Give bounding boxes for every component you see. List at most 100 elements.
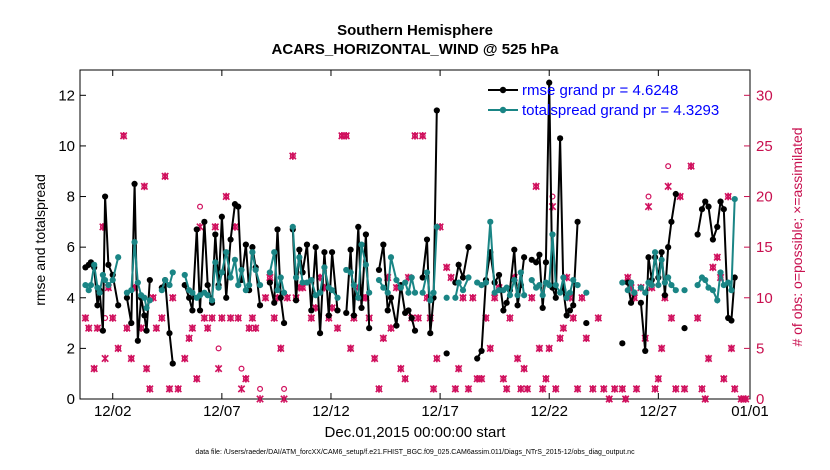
x-tick-label: 12/12 [312,403,350,420]
x-tick-label: 01/01 [731,403,769,420]
obs-assimilated-marker [158,314,166,322]
totalspread-point [651,249,659,256]
rmse-point [694,231,701,238]
data-file-note: data file: /Users/raeder/DAI/ATM_forcXX/… [195,449,635,456]
totalspread-point [637,284,644,291]
rmse-point [375,266,383,274]
rmse-point [702,198,709,205]
totalspread-point [227,274,234,281]
obs-assimilated-marker [226,314,235,322]
rmse-point [495,271,503,279]
totalspread-point [528,276,535,284]
totalspread-point [362,261,369,268]
y-axis-label-left: rmse and totalspread [32,174,48,306]
totalspread-point [146,297,153,304]
totalspread-point [397,284,404,291]
rmse-point [362,231,369,238]
totalspread-point [204,292,211,299]
obs-assimilated-marker [245,324,253,332]
obs-assimilated-marker [517,385,525,393]
totalspread-point [334,294,341,301]
obs-assimilated-marker [698,385,706,393]
totalspread-point [218,269,225,276]
totalspread-point [231,256,239,263]
totalspread-point [355,294,362,301]
rmse-point [143,327,150,334]
obs-assimilated-marker [469,293,477,302]
rmse-point [427,330,434,337]
obs-assimilated-marker [499,374,508,383]
x-tick-label: 12/02 [94,403,132,420]
obs-assimilated-marker [108,314,117,322]
obs-assimilated-marker [93,324,102,332]
obs-possible-marker [665,163,672,170]
totalspread-point [714,297,721,304]
totalspread-point [387,254,395,261]
totalspread-point [433,223,440,231]
y-tick-label-right: 5 [756,340,764,357]
rmse-point [642,347,649,355]
totalspread-point [694,282,701,289]
totalspread-point [347,269,354,276]
totalspread-point [672,287,679,294]
rmse-point [574,218,581,225]
obs-assimilated-marker [387,324,395,332]
obs-assimilated-marker [142,364,151,373]
rmse-point [321,249,328,256]
rmse-point [443,350,450,357]
obs-assimilated-marker [192,374,201,383]
rmse-point [350,312,357,319]
totalspread-point [375,276,383,284]
obs-assimilated-marker [208,314,216,322]
y-tick-label-right: 20 [756,189,773,206]
obs-assimilated-marker [418,132,427,140]
x-tick-label: 12/27 [640,403,678,420]
obs-assimilated-marker [542,374,550,383]
rmse-point [658,249,665,256]
totalspread-point [87,282,95,289]
obs-assimilated-marker [307,314,316,322]
rmse-point [455,261,462,268]
obs-assimilated-marker [127,354,136,363]
obs-assimilated-marker [251,324,260,332]
rmse-point [189,307,196,314]
obs-assimilated-marker [370,354,379,363]
obs-assimilated-marker [459,293,467,302]
totalspread-point [557,289,564,296]
x-axis-label: Dec.01,2015 00:00:00 start [324,424,506,441]
rmse-point [714,223,721,231]
totalspread-point [731,195,738,203]
y-tick-label-left: 8 [67,189,75,206]
obs-assimilated-marker [442,263,451,272]
obs-assimilated-marker [180,354,189,363]
rmse-point [539,304,546,311]
rmse-point [131,180,138,187]
x-tick-label: 12/22 [530,403,568,420]
obs-assimilated-marker [234,314,242,322]
rmse-point [274,226,281,233]
totalspread-point [566,289,574,296]
rmse-point [731,274,738,281]
rmse-point [101,193,109,200]
obs-assimilated-marker [594,314,603,322]
rmse-point [280,319,288,327]
rmse-point [533,259,540,266]
obs-assimilated-marker [119,132,128,140]
totalspread-point [115,254,122,261]
rmse-point [169,360,176,367]
totalspread-point [717,269,724,276]
y-tick-label-left: 10 [58,138,75,155]
rmse-point [94,302,101,309]
rmse-point [308,307,315,314]
obs-assimilated-marker [200,314,209,322]
totalspread-point [503,284,510,291]
totalspread-point [274,287,281,294]
obs-assimilated-marker [123,324,131,332]
rmse-point [343,309,350,317]
obs-assimilated-marker [610,385,619,393]
totalspread-point [517,269,524,276]
rmse-point [325,312,332,319]
totalspread-point [82,282,89,289]
rmse-point [478,347,485,355]
